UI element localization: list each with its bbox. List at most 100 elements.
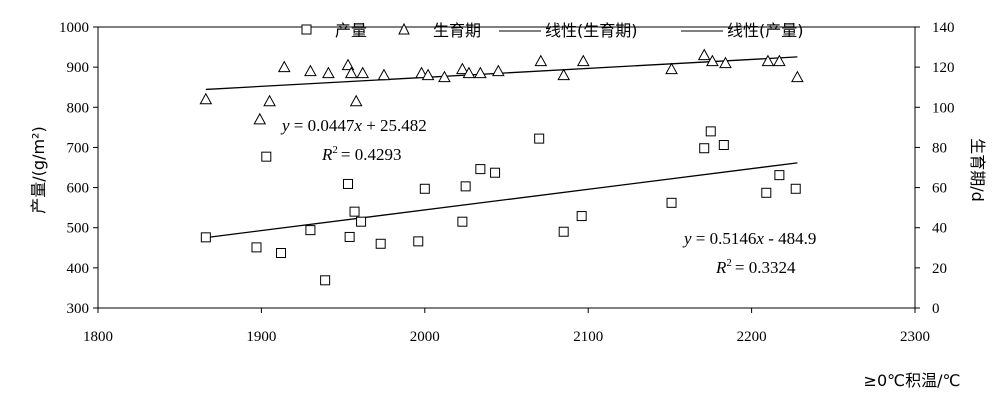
point-growth-period bbox=[341, 58, 355, 71]
point-yield bbox=[790, 183, 801, 194]
y-left-tick-label: 700 bbox=[67, 140, 90, 156]
point-growth-period bbox=[199, 92, 213, 105]
y-right-tick-label: 100 bbox=[932, 100, 955, 116]
point-growth-period bbox=[304, 64, 317, 77]
point-growth-period bbox=[761, 54, 775, 67]
x-tick-label: 1900 bbox=[246, 329, 276, 345]
legend-label-trend-growth-period: 线性(生育期) bbox=[545, 21, 638, 40]
y-left-tick-label: 400 bbox=[67, 261, 90, 277]
x-tick-label: 2100 bbox=[573, 329, 603, 345]
equation-yield-y: y bbox=[682, 229, 692, 248]
equation-growth-period-y: y bbox=[280, 116, 290, 135]
legend-label-growth-period: 生育期 bbox=[433, 21, 481, 40]
point-yield bbox=[276, 248, 287, 259]
point-growth-period bbox=[773, 54, 786, 67]
y-right-tick-label: 60 bbox=[932, 181, 947, 197]
point-yield bbox=[200, 232, 211, 243]
point-growth-period bbox=[277, 60, 291, 73]
point-yield bbox=[419, 183, 430, 194]
point-yield bbox=[305, 225, 316, 236]
x-tick-label: 2300 bbox=[900, 329, 930, 345]
point-growth-period bbox=[377, 68, 391, 81]
point-yield bbox=[761, 187, 772, 198]
point-growth-period bbox=[491, 64, 505, 77]
plot-area-frame bbox=[97, 26, 916, 309]
point-growth-period bbox=[421, 68, 435, 81]
point-yield bbox=[774, 170, 785, 181]
point-yield bbox=[699, 143, 710, 154]
point-yield bbox=[705, 126, 716, 137]
trendline-yield bbox=[205, 162, 798, 239]
point-growth-period bbox=[349, 94, 363, 107]
data-points bbox=[199, 48, 804, 286]
legend-marker-yield bbox=[301, 24, 312, 35]
point-growth-period bbox=[534, 54, 548, 67]
y-right-tick-label: 120 bbox=[932, 60, 955, 76]
point-yield bbox=[534, 133, 545, 144]
point-yield bbox=[413, 236, 424, 247]
x-tick-label: 1800 bbox=[83, 329, 113, 345]
point-yield bbox=[343, 178, 354, 189]
point-yield bbox=[558, 226, 569, 237]
legend: 产量 生育期 线性(生育期) 线性(产量) bbox=[301, 21, 804, 40]
point-growth-period bbox=[719, 56, 732, 69]
point-yield bbox=[460, 181, 471, 192]
point-growth-period bbox=[322, 66, 335, 79]
point-yield bbox=[375, 238, 386, 249]
point-growth-period bbox=[456, 62, 469, 75]
point-growth-period bbox=[356, 66, 370, 79]
point-growth-period bbox=[415, 66, 428, 79]
y-axis-left-title: 产量/(g/m²) bbox=[29, 126, 48, 213]
y-left-tick-label: 800 bbox=[67, 100, 90, 116]
y-axis-right-title: 生育期/d bbox=[968, 138, 987, 202]
point-growth-period bbox=[344, 66, 358, 79]
y-right-tick-label: 140 bbox=[932, 20, 955, 36]
point-yield bbox=[251, 242, 262, 253]
r2-yield-value: = 0.3324 bbox=[735, 258, 796, 277]
equation-growth-period-intercept: + 25.482 bbox=[366, 116, 427, 135]
r2-growth-period-sup: 2 bbox=[332, 144, 338, 156]
point-yield bbox=[356, 216, 367, 227]
point-growth-period bbox=[438, 70, 451, 83]
y-left-tick-label: 900 bbox=[67, 60, 90, 76]
legend-marker-growth-period bbox=[398, 22, 410, 35]
point-yield bbox=[490, 167, 501, 178]
y-right-tick-label: 0 bbox=[932, 301, 940, 317]
equation-yield-x: x bbox=[755, 229, 764, 248]
equation-yield: y = 0.5146x - 484.9 bbox=[682, 229, 816, 248]
point-yield bbox=[344, 231, 355, 242]
point-growth-period bbox=[253, 112, 267, 125]
point-growth-period bbox=[706, 54, 719, 67]
equation-growth-period-slope: = 0.0447 bbox=[294, 116, 355, 135]
point-growth-period bbox=[665, 62, 678, 75]
point-yield bbox=[666, 197, 677, 208]
point-yield bbox=[261, 151, 272, 162]
point-growth-period bbox=[576, 54, 590, 67]
point-growth-period bbox=[557, 68, 571, 81]
r2-yield-r: R bbox=[715, 258, 727, 277]
point-yield bbox=[475, 164, 486, 175]
y-axis-left-ticks: 300 400 500 600 700 800 900 1000 bbox=[59, 20, 98, 317]
y-left-tick-label: 600 bbox=[67, 181, 90, 197]
equation-growth-period-x: x bbox=[353, 116, 362, 135]
point-growth-period bbox=[462, 66, 476, 79]
y-right-tick-label: 40 bbox=[932, 221, 947, 237]
point-yield bbox=[457, 216, 468, 227]
x-axis-ticks: 1800 1900 2000 2100 2200 2300 bbox=[83, 308, 930, 345]
y-left-tick-label: 300 bbox=[67, 301, 90, 317]
y-right-tick-label: 20 bbox=[932, 261, 947, 277]
r2-yield: R2 = 0.3324 bbox=[715, 257, 796, 277]
x-tick-label: 2000 bbox=[410, 329, 440, 345]
y-axis-right-ticks: 0 20 40 60 80 100 120 140 bbox=[915, 20, 955, 317]
y-right-tick-label: 80 bbox=[932, 140, 947, 156]
point-growth-period bbox=[263, 94, 276, 107]
point-growth-period bbox=[697, 48, 711, 61]
point-yield bbox=[576, 211, 587, 222]
point-growth-period bbox=[474, 66, 487, 79]
point-yield bbox=[349, 206, 360, 217]
legend-label-yield: 产量 bbox=[335, 21, 367, 40]
point-growth-period bbox=[791, 70, 804, 83]
x-axis-title: ≥0℃积温/℃ bbox=[864, 371, 961, 390]
equation-yield-intercept: - 484.9 bbox=[768, 229, 816, 248]
legend-label-trend-yield: 线性(产量) bbox=[727, 21, 804, 40]
